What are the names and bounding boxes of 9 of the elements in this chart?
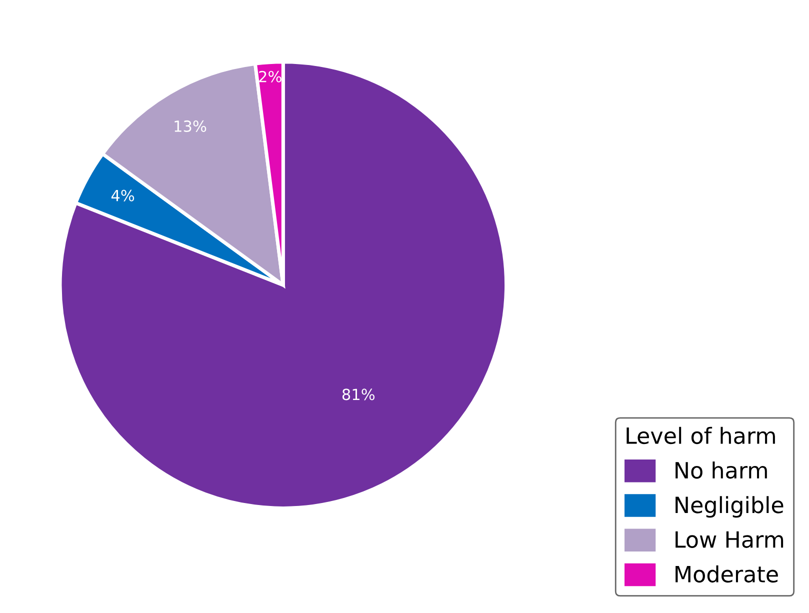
legend-label: Low Harm — [676, 531, 784, 548]
data-label: 81% — [342, 388, 375, 400]
legend-label: Negligible — [676, 496, 784, 518]
legend-title: Level of harm — [626, 426, 775, 444]
legend-label: Moderate — [676, 565, 778, 583]
data-label: 13% — [174, 120, 206, 132]
data-label: 2% — [259, 70, 282, 82]
data-label: 4% — [111, 190, 134, 202]
legend-label: No harm — [676, 462, 767, 479]
